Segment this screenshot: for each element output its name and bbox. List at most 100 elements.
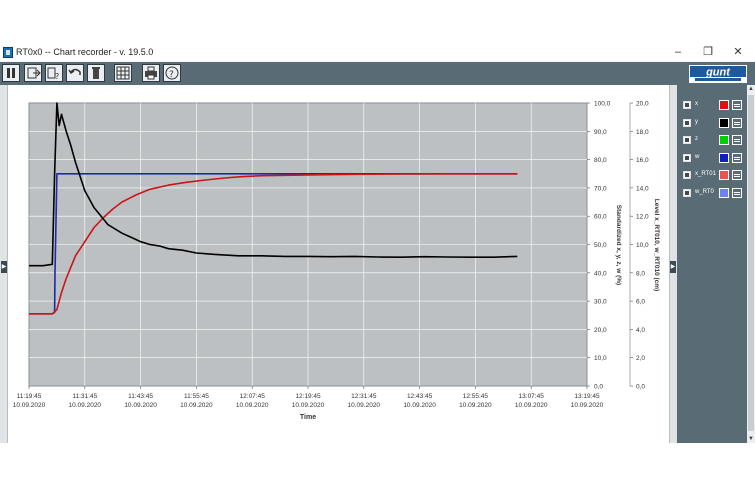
scroll-thumb[interactable] xyxy=(748,95,754,431)
y2-tick-label: 8,0 xyxy=(636,270,645,277)
help-query-icon[interactable]: ? xyxy=(45,64,63,82)
x-tick-date-label: 10.09.2020 xyxy=(403,402,436,409)
x-tick-time-label: 11:55:45 xyxy=(184,393,209,400)
x-tick-date-label: 10.09.2020 xyxy=(459,402,492,409)
legend-checkbox[interactable] xyxy=(683,136,691,144)
x-tick-time-label: 11:31:45 xyxy=(72,393,97,400)
y2-tick-label: 10,0 xyxy=(636,242,649,249)
y1-tick-label: 10,0 xyxy=(594,355,607,362)
y1-axis-title: Standardized x, y, z, w (%) xyxy=(615,205,622,285)
window-title: RT0x0 -- Chart recorder - v. 19.5.0 xyxy=(16,47,154,57)
x-tick-time-label: 12:55:45 xyxy=(463,393,489,400)
x-tick-time-label: 11:19:45 xyxy=(17,393,42,400)
x-tick-time-label: 12:07:45 xyxy=(240,393,266,400)
close-icon[interactable]: ✕ xyxy=(733,46,743,58)
minimize-icon[interactable]: – xyxy=(674,46,682,58)
legend-settings-icon[interactable] xyxy=(732,117,742,128)
y1-tick-label: 0,0 xyxy=(594,384,603,391)
legend-color-swatch[interactable] xyxy=(719,152,729,163)
grid-icon[interactable] xyxy=(114,64,132,82)
svg-text:?: ? xyxy=(55,72,59,81)
scroll-down-icon[interactable]: ▼ xyxy=(748,436,754,442)
y1-tick-label: 80,0 xyxy=(594,157,607,164)
maximize-icon[interactable]: ❐ xyxy=(703,46,713,58)
legend-row-x_rt01: x_RT01 xyxy=(681,169,745,181)
x-tick-time-label: 12:43:45 xyxy=(407,393,433,400)
legend-color-swatch[interactable] xyxy=(719,187,729,198)
legend-checkbox[interactable] xyxy=(683,171,691,179)
legend-checkbox[interactable] xyxy=(683,118,691,127)
y1-tick-label: 60,0 xyxy=(594,214,607,221)
legend-checkbox[interactable] xyxy=(683,188,691,197)
y1-tick-label: 100,0 xyxy=(594,101,611,108)
y2-tick-label: 20,0 xyxy=(636,101,649,108)
legend-color-swatch[interactable] xyxy=(719,117,729,128)
y2-tick-label: 4,0 xyxy=(636,327,645,334)
y2-tick-label: 18,0 xyxy=(636,129,649,136)
y2-axis-title: Level x_RT010, w_RT010 (cm) xyxy=(653,199,660,292)
x-tick-date-label: 10.09.2020 xyxy=(348,402,381,409)
legend-label: x xyxy=(695,101,698,107)
legend-row-y: y xyxy=(681,117,745,129)
legend-color-swatch[interactable] xyxy=(719,170,729,180)
legend-settings-icon[interactable] xyxy=(732,135,742,145)
y1-tick-label: 40,0 xyxy=(594,270,607,277)
y1-tick-label: 20,0 xyxy=(594,327,607,334)
legend-label: z xyxy=(695,136,698,142)
expand-left-icon[interactable]: ▶ xyxy=(1,261,7,273)
x-tick-time-label: 12:31:45 xyxy=(351,393,377,400)
x-tick-time-label: 11:43:45 xyxy=(128,393,153,400)
legend-color-swatch[interactable] xyxy=(719,135,729,145)
legend-settings-icon[interactable] xyxy=(732,187,742,198)
legend-row-w_rt0: w_RT0 xyxy=(681,187,745,199)
x-tick-date-label: 10.09.2020 xyxy=(180,402,213,409)
y2-tick-label: 12,0 xyxy=(636,214,649,221)
legend-checkbox[interactable] xyxy=(683,153,691,162)
y1-tick-label: 30,0 xyxy=(594,299,607,306)
y1-tick-label: 90,0 xyxy=(594,129,607,136)
legend-panel: x y z w x_RT01 w_RT0 xyxy=(677,85,747,443)
legend-label: w xyxy=(695,153,700,160)
chart: 11:19:45 10.09.2020 11:31:45 10.09.2020 11:4… xyxy=(13,101,660,422)
delete-icon[interactable] xyxy=(87,64,105,82)
x-tick-time-label: 13:19:45 xyxy=(574,393,600,400)
svg-text:gunt: gunt xyxy=(705,67,731,79)
legend-color-swatch[interactable] xyxy=(719,100,729,110)
legend-label: x_RT01 xyxy=(695,171,716,177)
vertical-scrollbar[interactable]: ▲ ▼ xyxy=(747,85,755,443)
title-bar: RT0x0 -- Chart recorder - v. 19.5.0 – ❐ … xyxy=(0,45,755,61)
legend-row-z: z xyxy=(681,134,745,146)
print-icon[interactable] xyxy=(142,64,160,82)
export-icon[interactable] xyxy=(24,64,42,82)
x-tick-date-label: 10.09.2020 xyxy=(571,402,604,409)
legend-row-x: x xyxy=(681,99,745,111)
legend-checkbox[interactable] xyxy=(683,101,691,109)
series-line-y xyxy=(29,102,518,267)
legend-label: w_RT0 xyxy=(695,188,714,195)
y1-tick-label: 50,0 xyxy=(594,242,607,249)
x-tick-date-label: 10.09.2020 xyxy=(236,402,269,409)
legend-row-w: w xyxy=(681,152,745,164)
x-axis-title: Time xyxy=(300,414,316,421)
x-tick-date-label: 10.09.2020 xyxy=(69,402,102,409)
legend-settings-icon[interactable] xyxy=(732,170,742,180)
scroll-up-icon[interactable]: ▲ xyxy=(748,86,754,92)
y2-tick-label: 0,0 xyxy=(636,384,645,391)
x-tick-time-label: 13:07:45 xyxy=(519,393,545,400)
help-icon[interactable]: ? xyxy=(163,64,181,82)
undo-icon[interactable] xyxy=(66,64,84,82)
chart-recorder-window: RT0x0 -- Chart recorder - v. 19.5.0 – ❐ … xyxy=(0,45,755,443)
legend-settings-icon[interactable] xyxy=(732,100,742,110)
svg-text:?: ? xyxy=(169,70,174,80)
y2-tick-label: 2,0 xyxy=(636,355,645,362)
y2-tick-label: 6,0 xyxy=(636,299,645,306)
app-icon xyxy=(3,47,13,58)
series-line-x xyxy=(29,173,518,315)
pause-icon[interactable] xyxy=(2,64,20,82)
y1-tick-label: 70,0 xyxy=(594,185,607,192)
expand-right-icon[interactable]: ▶ xyxy=(670,261,676,273)
x-tick-date-label: 10.09.2020 xyxy=(292,402,325,409)
y2-tick-label: 16,0 xyxy=(636,157,649,164)
toolbar: ? ? gunt xyxy=(0,62,755,85)
legend-settings-icon[interactable] xyxy=(732,152,742,163)
